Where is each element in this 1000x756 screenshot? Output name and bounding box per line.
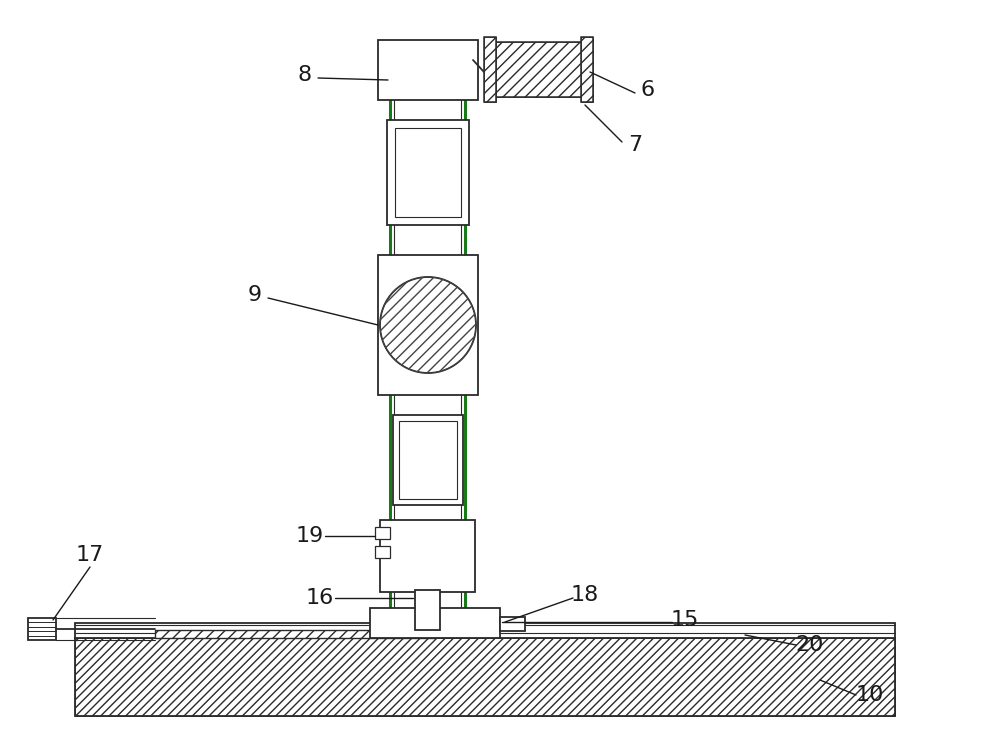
Text: 19: 19	[296, 526, 324, 546]
Bar	[395, 128, 461, 217]
Bar	[28, 618, 56, 640]
Bar	[375, 546, 390, 558]
Text: 20: 20	[796, 635, 824, 655]
Text: 9: 9	[248, 285, 262, 305]
Bar	[370, 608, 500, 638]
Bar	[484, 37, 496, 102]
Text: 10: 10	[856, 685, 884, 705]
Bar	[75, 623, 895, 638]
Text: 17: 17	[76, 545, 104, 565]
Bar	[378, 40, 478, 100]
Bar	[393, 415, 463, 505]
Text: 18: 18	[571, 585, 599, 605]
Bar	[500, 617, 525, 631]
Bar	[490, 42, 585, 97]
Bar	[75, 638, 895, 716]
Bar	[484, 37, 496, 102]
Circle shape	[380, 277, 476, 373]
Bar	[378, 255, 478, 395]
Bar	[155, 630, 435, 638]
Bar	[375, 527, 390, 539]
Text: 8: 8	[298, 65, 312, 85]
Bar	[581, 37, 593, 102]
Bar	[390, 52, 465, 630]
Text: 16: 16	[306, 588, 334, 608]
Bar	[155, 630, 435, 638]
Text: 15: 15	[671, 610, 699, 630]
Text: 7: 7	[628, 135, 642, 155]
Text: 6: 6	[641, 80, 655, 100]
Bar	[380, 520, 475, 592]
Bar	[399, 421, 457, 499]
Bar	[415, 590, 440, 630]
Bar	[75, 638, 895, 716]
Bar	[387, 120, 469, 225]
Bar	[490, 42, 585, 97]
Bar	[581, 37, 593, 102]
